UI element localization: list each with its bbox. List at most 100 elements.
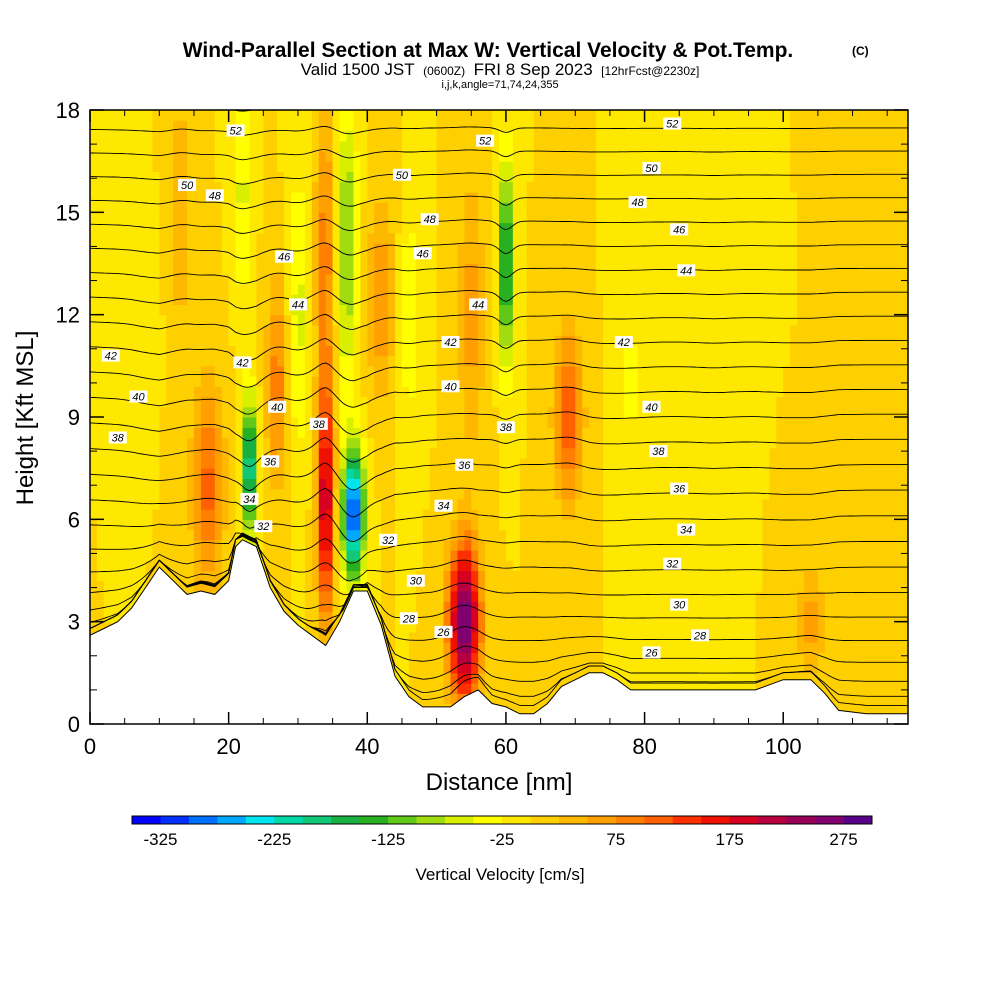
velocity-cell — [90, 345, 98, 357]
velocity-cell — [561, 498, 569, 510]
velocity-cell — [450, 181, 458, 193]
velocity-cell — [193, 304, 202, 316]
velocity-cell — [374, 335, 382, 346]
velocity-cell — [152, 283, 160, 295]
velocity-cell — [616, 406, 625, 418]
velocity-cell — [616, 222, 625, 234]
velocity-cell — [554, 550, 562, 561]
velocity-cell — [124, 590, 133, 602]
velocity-cell — [214, 181, 223, 193]
velocity-cell — [284, 590, 292, 602]
velocity-cell — [180, 437, 188, 449]
velocity-cell — [318, 631, 327, 643]
velocity-cell — [103, 386, 112, 398]
velocity-cell — [533, 642, 542, 653]
velocity-cell — [505, 110, 514, 121]
velocity-cell — [505, 376, 514, 387]
velocity-cell — [304, 283, 313, 295]
velocity-cell — [450, 232, 458, 244]
velocity-cell — [658, 539, 666, 551]
velocity-cell — [582, 150, 590, 162]
velocity-cell — [540, 120, 549, 132]
velocity-cell — [96, 161, 105, 172]
velocity-cell — [304, 437, 313, 449]
velocity-cell — [277, 314, 285, 326]
velocity-cell — [270, 161, 278, 172]
velocity-cell — [547, 191, 556, 203]
velocity-cell — [540, 283, 549, 295]
velocity-cell — [360, 110, 368, 121]
velocity-cell — [547, 427, 556, 439]
velocity-cell — [353, 519, 361, 531]
velocity-cell — [221, 304, 230, 316]
velocity-cell — [145, 283, 153, 295]
velocity-cell — [644, 570, 653, 582]
velocity-cell — [145, 355, 153, 367]
velocity-cell — [485, 621, 493, 633]
velocity-cell — [443, 519, 452, 531]
velocity-cell — [131, 376, 140, 387]
velocity-cell — [415, 386, 424, 398]
velocity-cell — [582, 212, 590, 224]
velocity-cell — [533, 150, 542, 162]
velocity-cell — [443, 417, 452, 428]
velocity-cell — [554, 601, 562, 613]
velocity-cell — [131, 283, 140, 295]
velocity-cell — [187, 406, 195, 418]
velocity-cell — [485, 693, 493, 705]
velocity-cell — [187, 417, 195, 428]
velocity-cell — [568, 570, 576, 582]
velocity-cell — [464, 304, 472, 316]
velocity-cell — [103, 457, 112, 469]
velocity-cell — [228, 529, 237, 541]
velocity-cell — [575, 417, 583, 428]
velocity-cell — [325, 519, 334, 531]
velocity-cell — [492, 222, 500, 234]
velocity-cell — [575, 181, 583, 193]
velocity-cell — [221, 437, 230, 449]
velocity-cell — [138, 417, 147, 428]
velocity-cell — [346, 539, 355, 551]
velocity-cell — [353, 294, 361, 306]
velocity-cell — [519, 642, 528, 653]
velocity-cell — [499, 263, 507, 275]
velocity-cell — [388, 386, 396, 398]
velocity-cell — [207, 355, 216, 367]
velocity-cell — [235, 232, 244, 244]
velocity-cell — [117, 611, 126, 623]
velocity-cell — [436, 457, 445, 469]
velocity-cell — [582, 314, 590, 326]
velocity-cell — [249, 232, 257, 244]
velocity-cell — [214, 212, 223, 224]
velocity-cell — [533, 417, 542, 428]
velocity-cell — [304, 304, 313, 316]
velocity-cell — [450, 314, 458, 326]
velocity-cell — [582, 642, 590, 653]
velocity-cell — [207, 396, 216, 408]
velocity-cell — [457, 427, 465, 439]
velocity-cell — [443, 478, 452, 490]
velocity-cell — [117, 263, 126, 275]
velocity-cell — [388, 406, 396, 418]
velocity-cell — [637, 345, 646, 357]
velocity-cell — [332, 447, 341, 459]
velocity-cell — [554, 130, 562, 142]
velocity-cell — [277, 417, 285, 428]
velocity-cell — [131, 550, 140, 561]
velocity-cell — [235, 468, 244, 479]
velocity-cell — [505, 406, 514, 418]
velocity-cell — [602, 222, 611, 234]
velocity-cell — [284, 161, 292, 172]
velocity-cell — [547, 652, 556, 664]
velocity-cell — [103, 488, 112, 500]
velocity-cell — [291, 601, 299, 613]
velocity-cell — [505, 631, 514, 643]
velocity-cell — [436, 580, 445, 592]
velocity-cell — [637, 110, 646, 121]
velocity-cell — [346, 396, 355, 408]
velocity-cell — [395, 427, 403, 439]
velocity-cell — [492, 232, 500, 244]
velocity-cell — [450, 263, 458, 275]
velocity-cell — [499, 406, 507, 418]
velocity-cell — [263, 550, 271, 561]
